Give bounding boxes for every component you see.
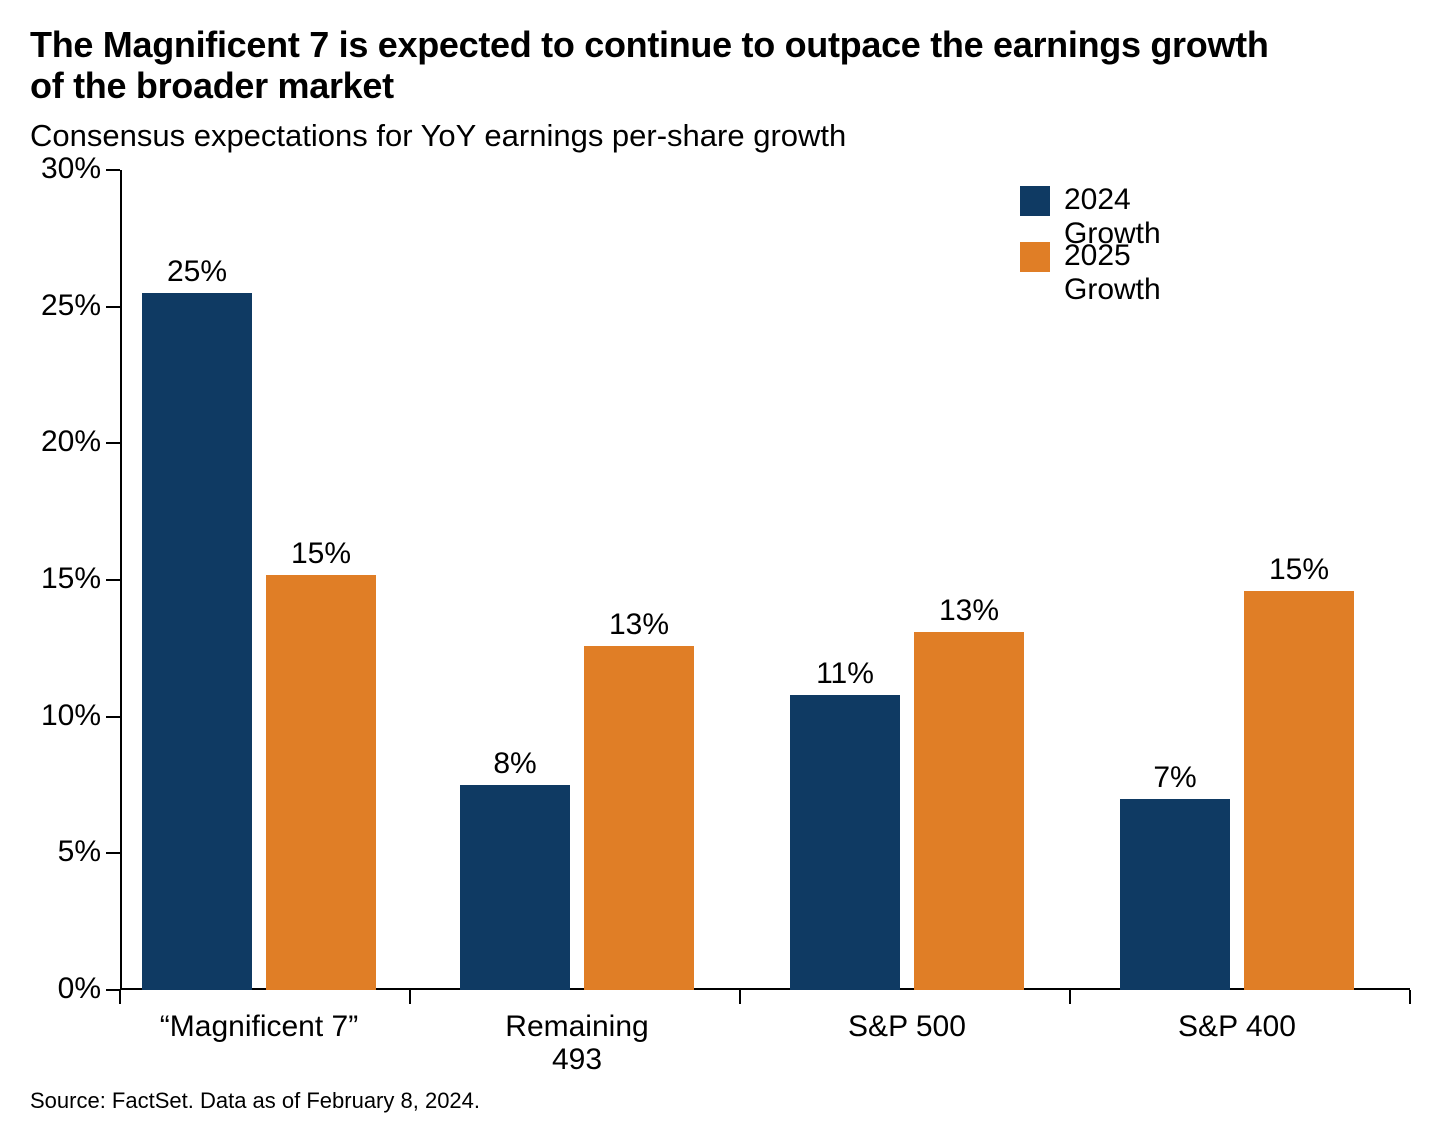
y-tick-mark [106,579,120,581]
x-tick-mark [119,990,121,1004]
bar-value-label: 25% [122,255,272,289]
y-tick-label: 15% [11,562,101,596]
plot-area: 0%5%10%15%20%25%30%25%15%“Magnificent 7”… [120,170,1410,990]
bar [142,293,252,990]
bar-value-label: 13% [894,594,1044,628]
y-tick-mark [106,989,120,991]
x-tick-mark [739,990,741,1004]
bar-value-label: 13% [564,608,714,642]
x-category-label: Remaining493 [427,1010,727,1076]
bar-value-label: 11% [770,657,920,691]
bar-value-label: 7% [1100,761,1250,795]
y-tick-label: 30% [11,152,101,186]
y-tick-label: 25% [11,289,101,323]
y-tick-label: 0% [11,972,101,1006]
x-tick-mark [1069,990,1071,1004]
bar [584,646,694,990]
x-category-label: S&P 400 [1087,1010,1387,1043]
bar-value-label: 15% [246,537,396,571]
bar-value-label: 15% [1224,553,1374,587]
source-note: Source: FactSet. Data as of February 8, … [30,1088,480,1114]
x-category-label: “Magnificent 7” [109,1010,409,1043]
y-tick-label: 20% [11,425,101,459]
y-tick-mark [106,442,120,444]
x-tick-mark [1409,990,1411,1004]
y-tick-label: 5% [11,835,101,869]
bar-value-label: 8% [440,747,590,781]
legend-swatch [1020,186,1050,216]
y-axis-line [120,170,122,990]
bar [1244,591,1354,990]
bar [1120,799,1230,990]
legend-swatch [1020,242,1050,272]
bar [460,785,570,990]
x-category-label: S&P 500 [757,1010,1057,1043]
y-tick-label: 10% [11,699,101,733]
chart-frame: The Magnificent 7 is expected to continu… [0,0,1440,1126]
y-tick-mark [106,852,120,854]
y-tick-mark [106,306,120,308]
chart-subtitle: Consensus expectations for YoY earnings … [30,118,846,154]
chart-title: The Magnificent 7 is expected to continu… [30,24,1290,107]
y-tick-mark [106,716,120,718]
bar [790,695,900,990]
y-tick-mark [106,169,120,171]
bar [914,632,1024,990]
bar [266,575,376,990]
legend-label: 2025 Growth [1064,239,1161,307]
x-tick-mark [409,990,411,1004]
